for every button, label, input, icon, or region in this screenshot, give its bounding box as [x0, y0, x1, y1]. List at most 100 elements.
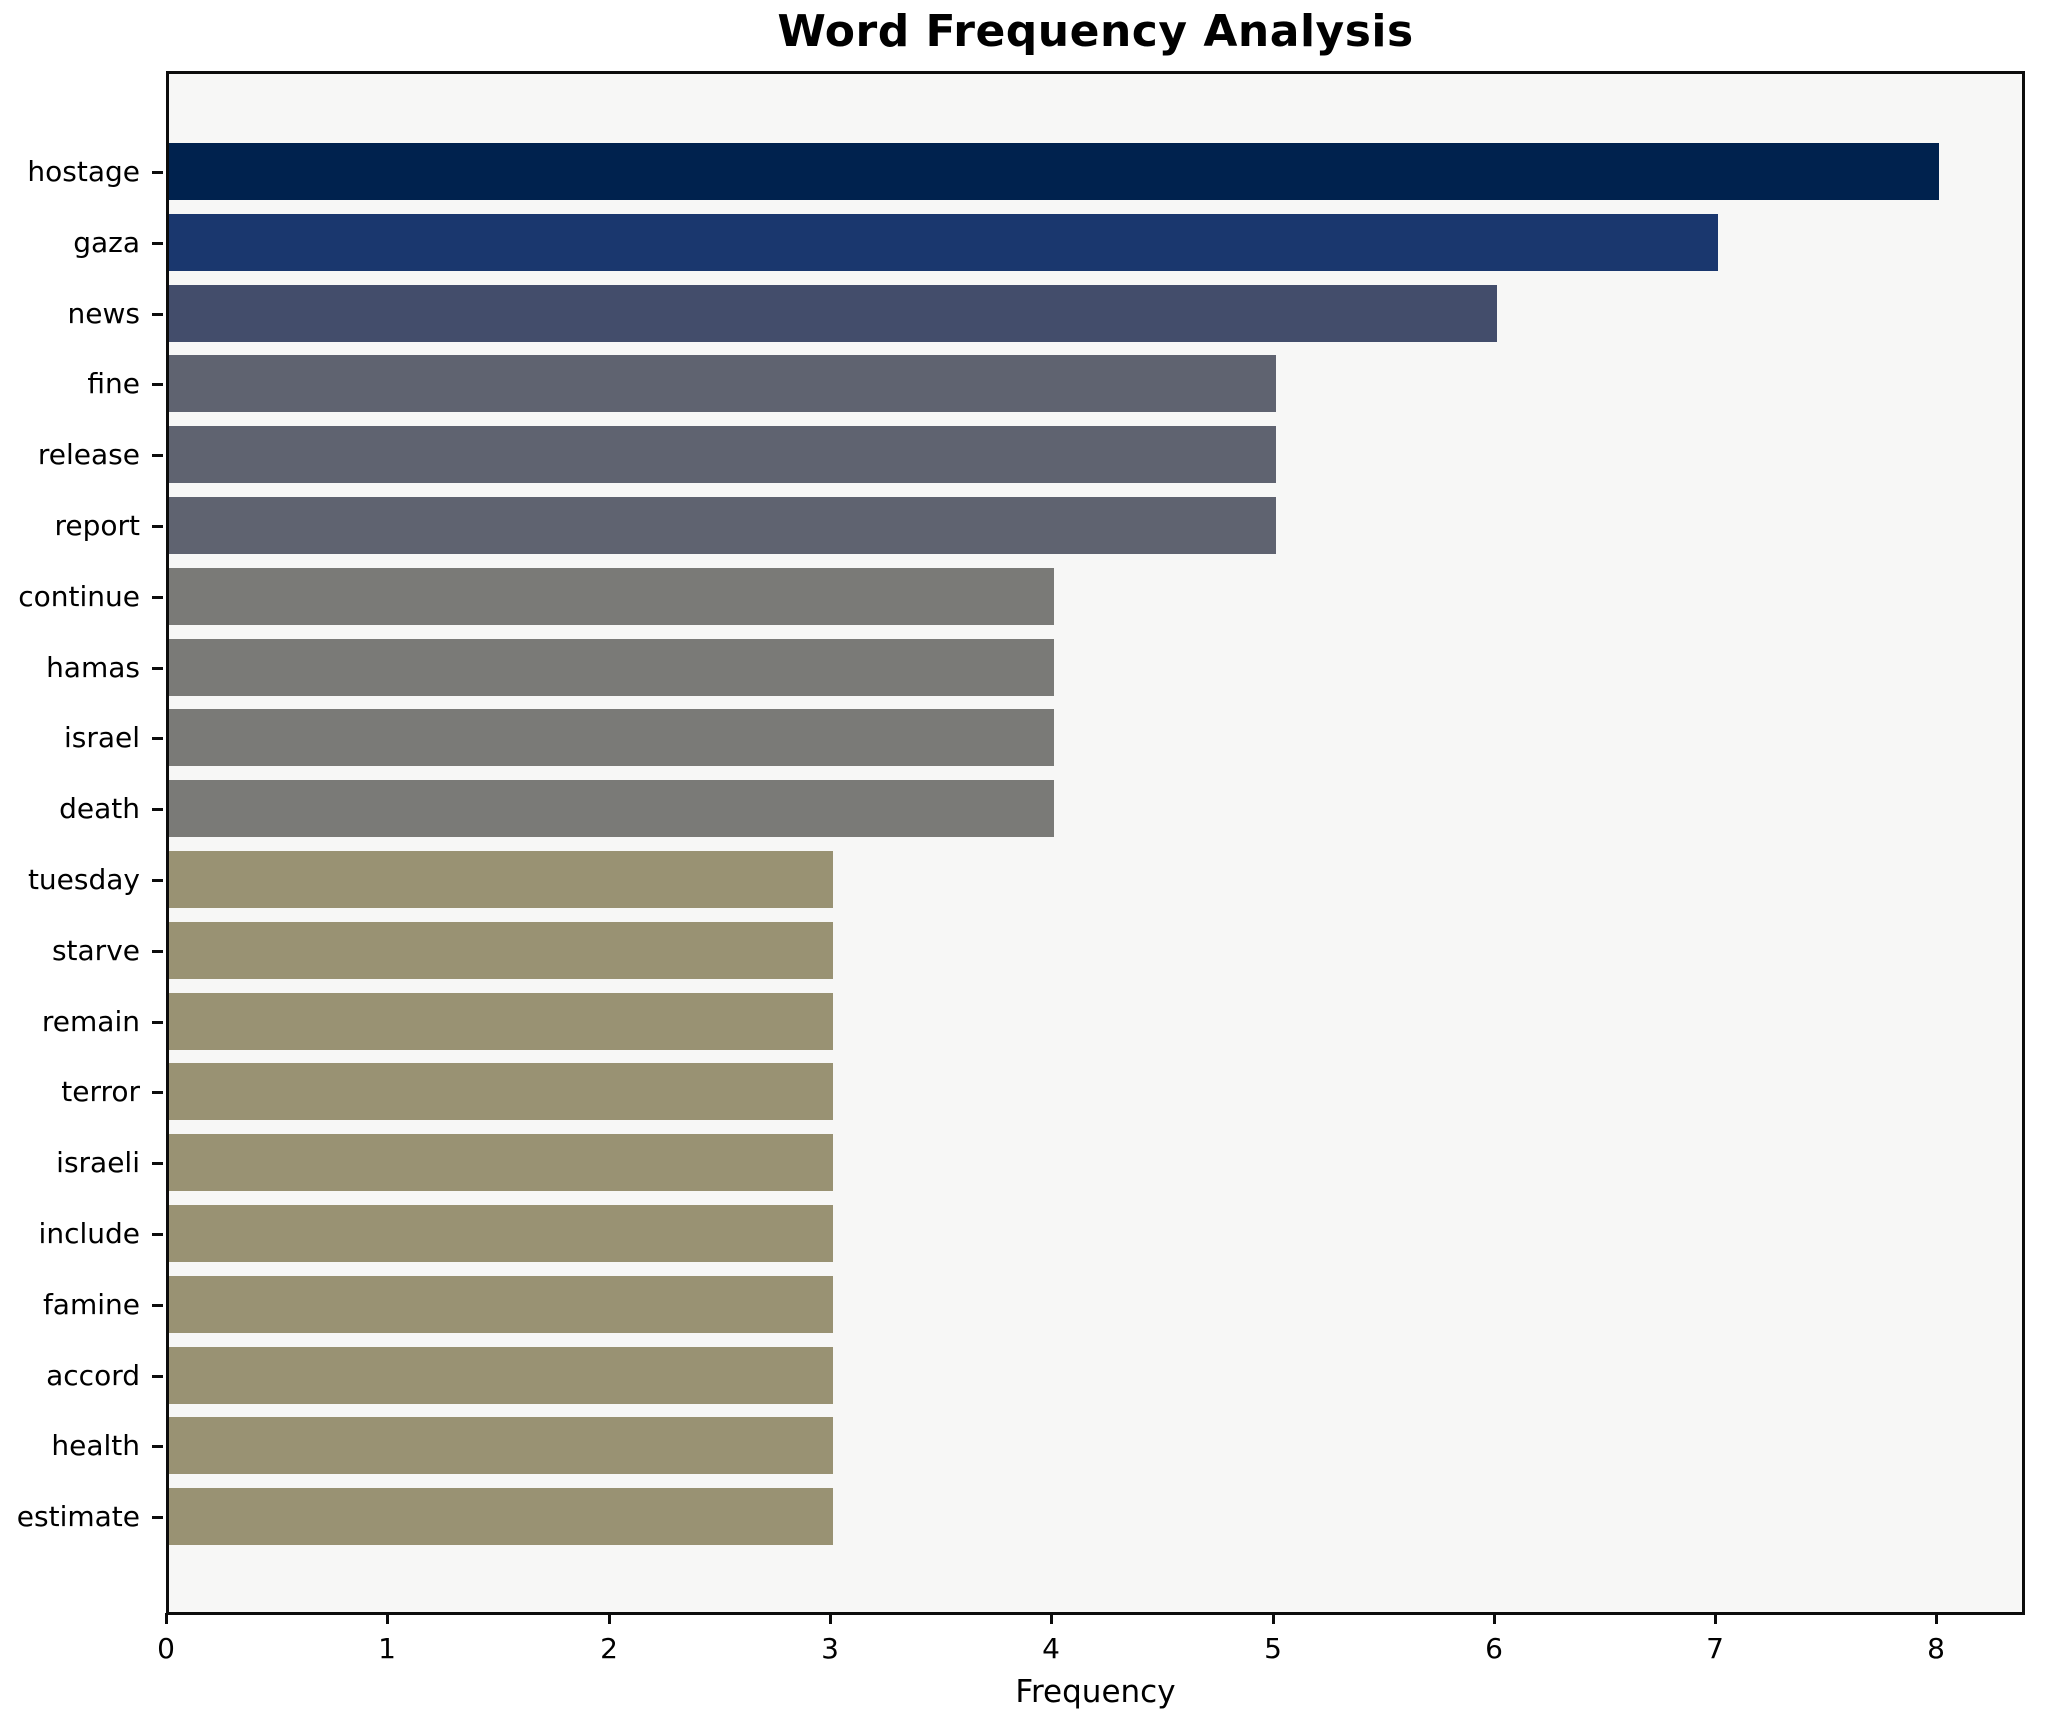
x-tick-label: 6 [1485, 1632, 1503, 1665]
category-label: report [54, 509, 140, 542]
bar [169, 143, 1939, 200]
x-tick-label: 4 [1042, 1632, 1060, 1665]
bar-row: release [0, 426, 2045, 484]
bar [169, 567, 1054, 625]
bar-row: starve [0, 921, 2045, 979]
y-tick-mark [152, 454, 163, 458]
y-tick-mark [152, 1091, 163, 1095]
y-tick-mark [152, 525, 163, 528]
x-tick-mark [829, 1613, 832, 1624]
y-tick-mark [152, 949, 163, 953]
x-tick-mark [386, 1613, 389, 1624]
y-tick-mark [152, 1233, 163, 1236]
category-label: famine [42, 1287, 140, 1321]
bar [169, 851, 833, 908]
category-label: hostage [27, 155, 140, 188]
bar-row: accord [0, 1346, 2045, 1404]
category-label: hamas [46, 650, 140, 684]
bar-row: tuesday [0, 851, 2045, 908]
category-label: estimate [16, 1500, 140, 1534]
y-tick-mark [152, 1445, 163, 1449]
x-tick-label: 5 [1264, 1632, 1282, 1665]
bar-row: continue [0, 567, 2045, 625]
bar [169, 497, 1276, 554]
bar [169, 1205, 833, 1262]
x-tick-mark [1050, 1613, 1053, 1624]
category-label: release [37, 438, 140, 472]
x-tick-label: 7 [1706, 1632, 1724, 1665]
bar-row: death [0, 780, 2045, 838]
y-tick-mark [152, 1162, 163, 1166]
bar-row: hamas [0, 638, 2045, 696]
bar [169, 1346, 833, 1404]
bar [169, 1275, 833, 1333]
y-tick-mark [152, 241, 163, 245]
bar-row: famine [0, 1275, 2045, 1333]
y-tick-mark [152, 312, 163, 316]
bar-row: include [0, 1205, 2045, 1262]
bar [169, 213, 1718, 271]
bar-row: hostage [0, 143, 2045, 200]
bar [169, 709, 1054, 767]
category-label: news [67, 296, 140, 330]
bar-row: news [0, 284, 2045, 342]
bar [169, 426, 1276, 484]
x-tick-label: 0 [157, 1632, 175, 1665]
bar [169, 1063, 833, 1121]
chart-title: Word Frequency Analysis [777, 6, 1414, 57]
category-label: fine [87, 367, 140, 401]
bar-row: fine [0, 355, 2045, 413]
bar [169, 1417, 833, 1475]
bar-row: terror [0, 1063, 2045, 1121]
bar-row: remain [0, 992, 2045, 1050]
x-tick-label: 1 [378, 1632, 396, 1665]
bar-row: health [0, 1417, 2045, 1475]
category-label: remain [41, 1004, 140, 1038]
x-tick-mark [1714, 1613, 1717, 1624]
y-tick-mark [152, 666, 163, 670]
y-tick-mark [152, 1303, 163, 1307]
category-label: terror [61, 1075, 140, 1109]
y-tick-mark [152, 1374, 163, 1378]
x-tick-label: 3 [821, 1632, 839, 1665]
category-label: accord [46, 1358, 140, 1392]
category-label: gaza [73, 225, 140, 259]
bar-row: report [0, 497, 2045, 554]
bar [169, 1488, 833, 1546]
x-tick-mark [608, 1613, 611, 1624]
category-label: include [38, 1217, 140, 1250]
category-label: health [51, 1429, 140, 1463]
bar [169, 921, 833, 979]
bar-row: israel [0, 709, 2045, 767]
bar-row: estimate [0, 1488, 2045, 1546]
category-label: starve [51, 933, 140, 967]
bar-row: gaza [0, 213, 2045, 271]
category-label: tuesday [27, 863, 140, 896]
x-tick-label: 8 [1927, 1632, 1945, 1665]
x-tick-mark [1272, 1613, 1275, 1624]
bar [169, 355, 1276, 413]
bar [169, 284, 1497, 342]
bar [169, 638, 1054, 696]
y-tick-mark [152, 595, 163, 599]
y-tick-mark [152, 737, 163, 741]
bar [169, 780, 1054, 838]
x-axis-title: Frequency [1015, 1674, 1176, 1710]
bar [169, 992, 833, 1050]
x-tick-mark [165, 1613, 168, 1624]
category-label: israel [63, 721, 140, 755]
bar-row: israeli [0, 1134, 2045, 1192]
category-label: death [59, 792, 140, 826]
y-tick-mark [152, 1516, 163, 1520]
x-tick-label: 2 [600, 1632, 618, 1665]
y-tick-mark [152, 383, 163, 387]
y-tick-mark [152, 879, 163, 882]
x-tick-mark [1493, 1613, 1496, 1624]
y-tick-mark [152, 171, 163, 174]
y-tick-mark [152, 808, 163, 812]
category-label: continue [18, 579, 140, 613]
category-label: israeli [56, 1146, 140, 1180]
y-tick-mark [152, 1020, 163, 1024]
bar [169, 1134, 833, 1192]
x-tick-mark [1935, 1613, 1938, 1624]
